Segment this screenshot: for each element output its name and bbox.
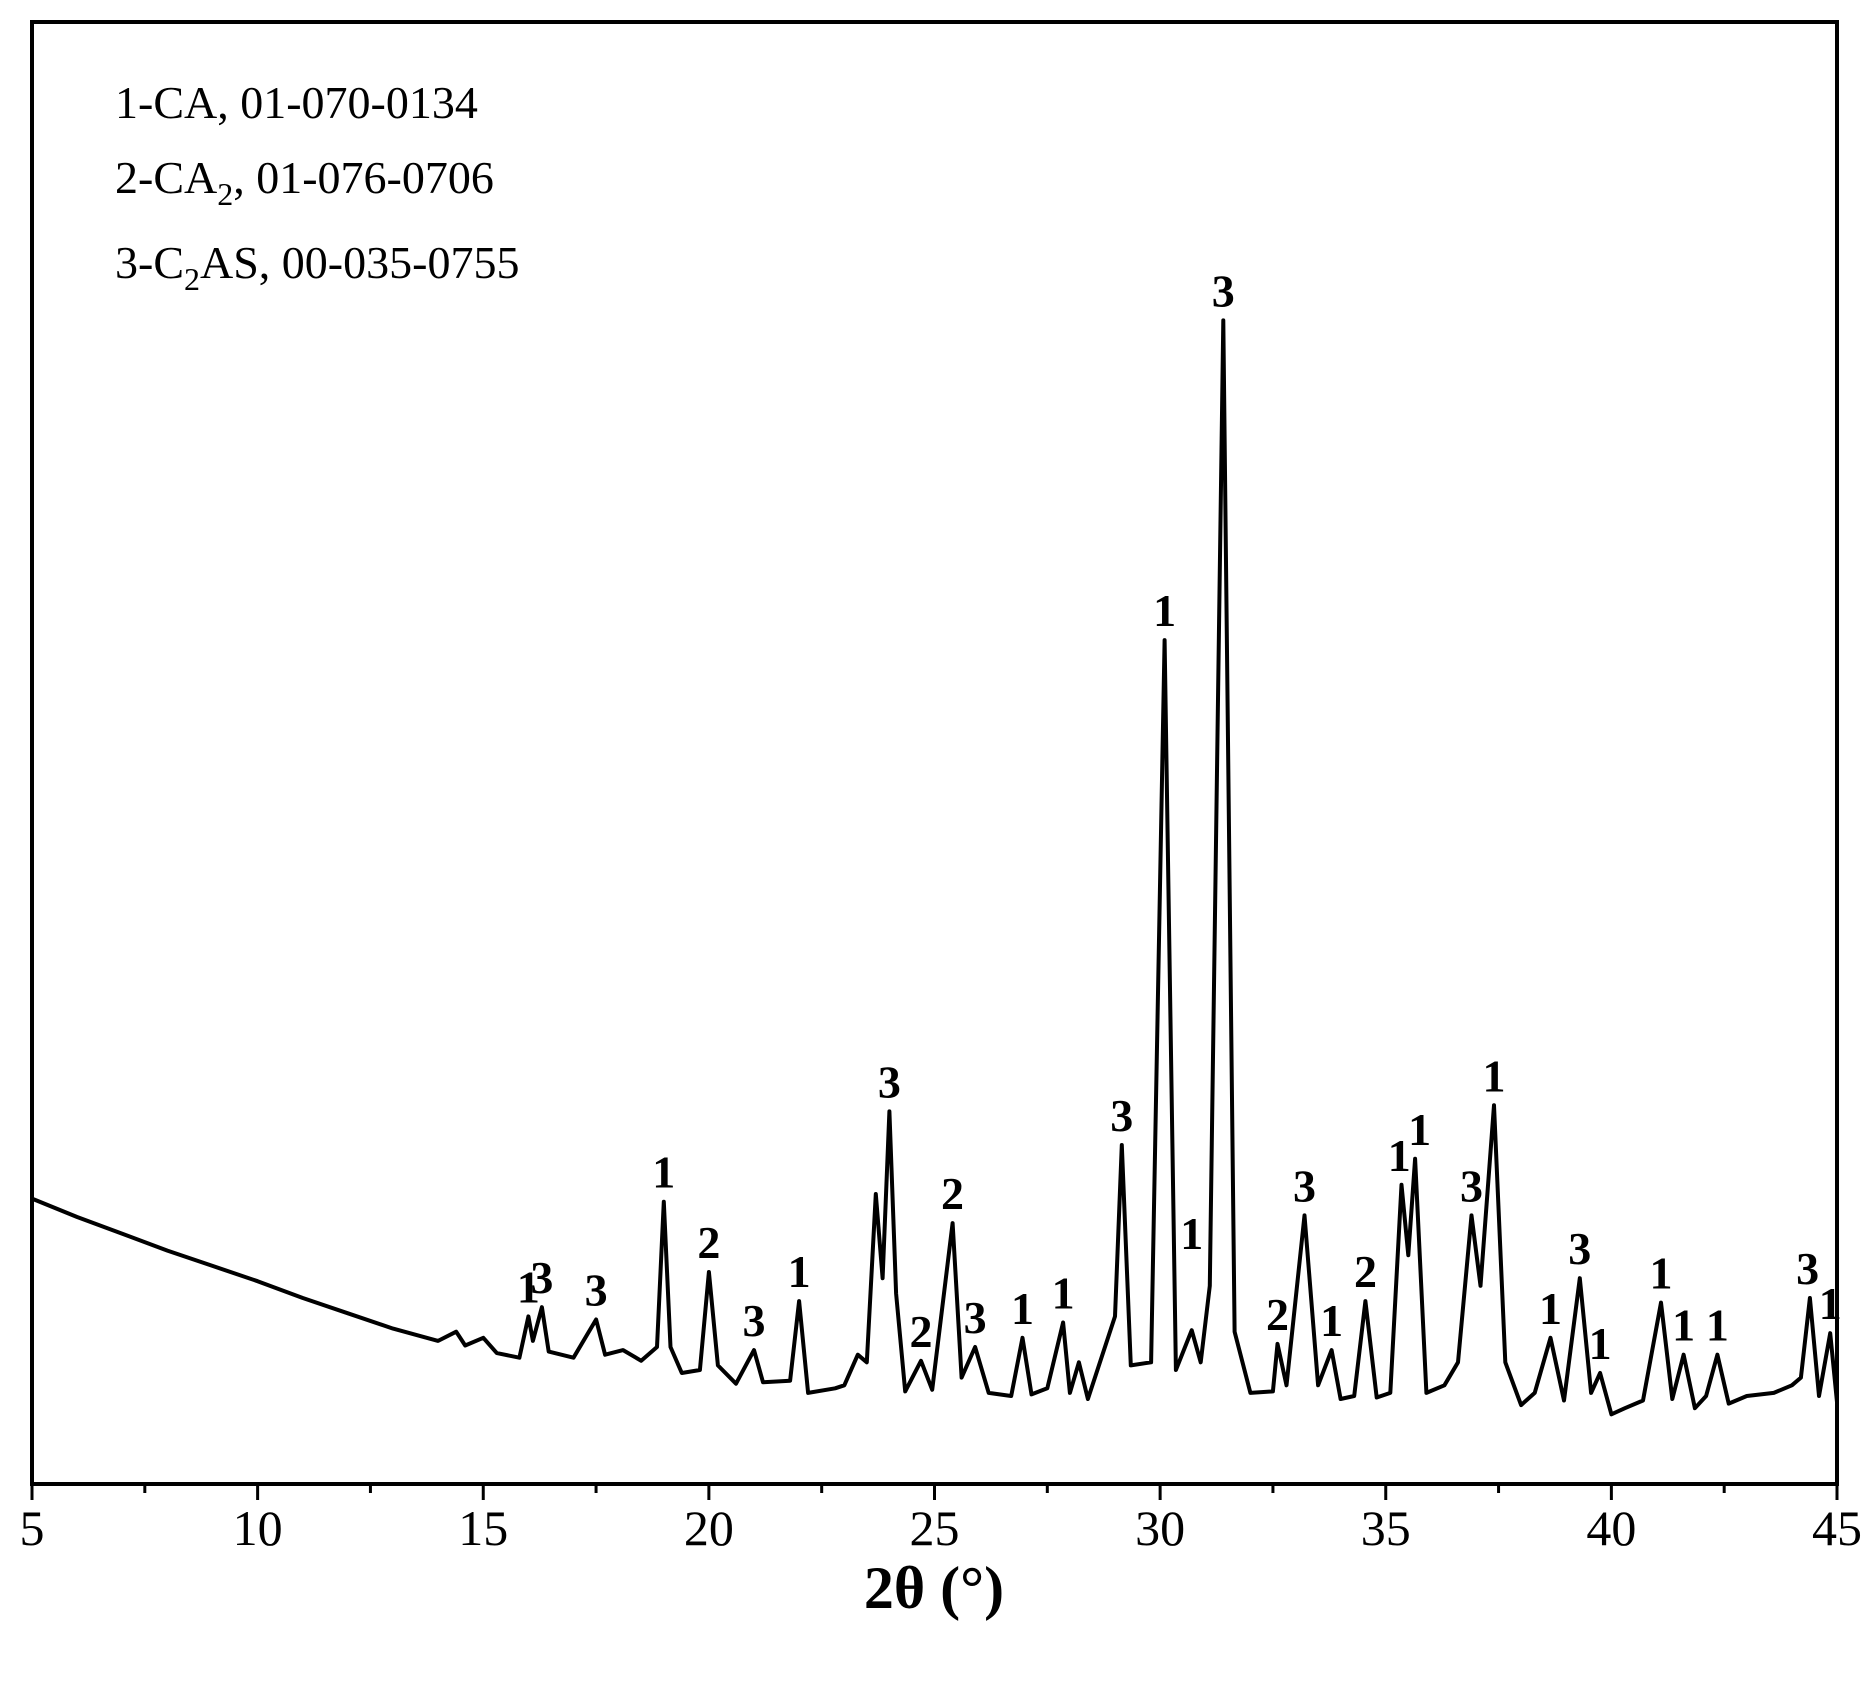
peak-label: 1 [1388, 1130, 1411, 1181]
peak-label: 1 [1408, 1104, 1431, 1155]
peak-label: 3 [743, 1295, 766, 1346]
legend-entry-1: 1-CA, 01-070-0134 [115, 77, 478, 128]
peak-label: 1 [1706, 1300, 1729, 1351]
x-axis-tick-labels: 5 10 15 20 25 30 35 40 45 [20, 1500, 1863, 1556]
peak-label: 1 [1539, 1283, 1562, 1334]
peak-label: 1 [1819, 1278, 1842, 1329]
x-tick-label: 45 [1812, 1500, 1862, 1556]
peak-label: 2 [1266, 1289, 1289, 1340]
peak-label: 3 [1460, 1160, 1483, 1211]
peak-label: 2 [697, 1217, 720, 1268]
x-tick-label: 15 [458, 1500, 508, 1556]
x-axis-title: 2θ (°) [864, 1555, 1004, 1621]
peak-label: 3 [964, 1292, 987, 1343]
peak-label: 3 [1212, 265, 1235, 316]
peak-label: 1 [1650, 1248, 1673, 1299]
x-tick-label: 10 [233, 1500, 283, 1556]
legend-entry-3: 3-C2AS, 00-035-0755 [115, 237, 519, 297]
peak-label: 1 [1320, 1295, 1343, 1346]
peak-label: 3 [1110, 1090, 1133, 1141]
peak-label: 1 [1011, 1283, 1034, 1334]
peak-label: 1 [1672, 1300, 1695, 1351]
peak-label: 1 [1052, 1268, 1075, 1319]
peak-label: 2 [941, 1168, 964, 1219]
x-tick-label: 20 [684, 1500, 734, 1556]
x-tick-label: 35 [1361, 1500, 1411, 1556]
peak-label: 1 [652, 1147, 675, 1198]
peak-label: 2 [909, 1306, 932, 1357]
peak-label: 3 [1568, 1223, 1591, 1274]
legend: 1-CA, 01-070-0134 2-CA2, 01-076-0706 3-C… [115, 77, 519, 297]
x-tick-label: 40 [1586, 1500, 1636, 1556]
x-axis-ticks [30, 1484, 1839, 1500]
x-tick-label: 5 [20, 1500, 45, 1556]
peak-label: 1 [1180, 1208, 1203, 1259]
x-tick-label: 25 [910, 1500, 960, 1556]
peak-label: 1 [788, 1246, 811, 1297]
peak-label: 3 [530, 1252, 553, 1303]
xrd-pattern-line [31, 318, 1839, 1417]
legend-entry-2: 2-CA2, 01-076-0706 [115, 152, 494, 212]
peak-label: 1 [1153, 585, 1176, 636]
peak-label: 3 [1293, 1160, 1316, 1211]
peak-label: 3 [585, 1264, 608, 1315]
peak-label: 2 [1354, 1246, 1377, 1297]
peak-label: 1 [1483, 1050, 1506, 1101]
peak-label: 3 [1796, 1243, 1819, 1294]
x-tick-label: 30 [1135, 1500, 1185, 1556]
peak-label: 1 [1589, 1318, 1612, 1369]
peak-label: 3 [878, 1056, 901, 1107]
peak-label: 1 [517, 1261, 540, 1312]
